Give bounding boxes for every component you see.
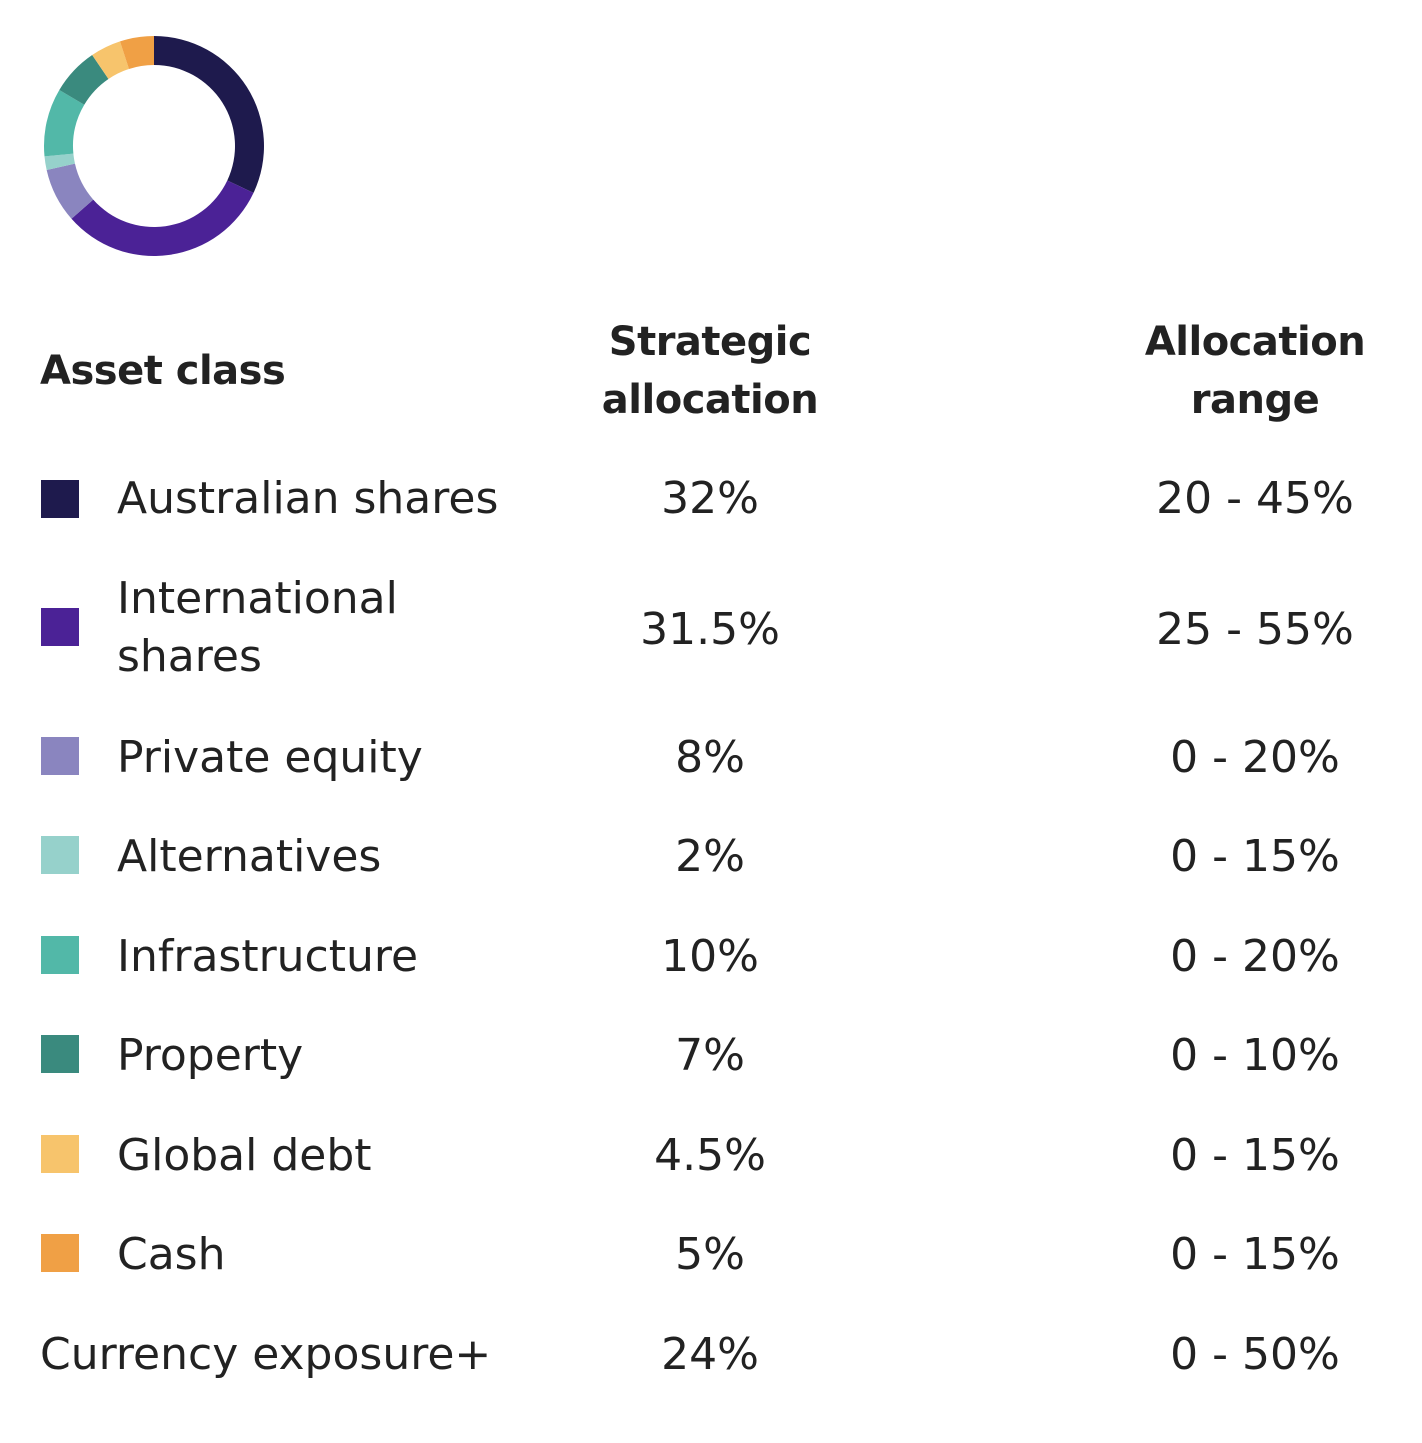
range-value: 25 - 55% xyxy=(1156,604,1354,655)
asset-label: Property xyxy=(117,1030,304,1081)
strategic-value: 7% xyxy=(675,1030,745,1081)
range-value: 20 - 45% xyxy=(1156,473,1354,524)
legend-swatch xyxy=(41,1234,79,1272)
header-strategic-line1: Strategic xyxy=(608,319,812,365)
donut-slice-alternatives xyxy=(44,153,75,170)
legend-swatch xyxy=(41,936,79,974)
asset-label: Alternatives xyxy=(117,831,382,882)
donut-slice-private-equity xyxy=(46,163,94,219)
donut-slice-property xyxy=(59,55,109,105)
strategic-value: 31.5% xyxy=(640,604,780,655)
strategic-value: 5% xyxy=(675,1229,745,1280)
header-strategic-allocation: Strategic allocation xyxy=(560,313,860,429)
donut-slice-international-shares xyxy=(71,180,254,256)
header-range-line1: Allocation xyxy=(1144,319,1366,365)
range-value: 0 - 20% xyxy=(1170,931,1340,982)
asset-label: Infrastructure xyxy=(117,931,419,982)
strategic-value: 8% xyxy=(675,732,745,783)
asset-label: Private equity xyxy=(117,732,423,783)
asset-label: Cash xyxy=(117,1229,226,1280)
header-range-line2: range xyxy=(1190,377,1320,423)
asset-label-line2: shares xyxy=(117,631,262,682)
asset-label-line1: International xyxy=(117,573,398,624)
donut-slice-global-debt xyxy=(92,41,129,80)
legend-swatch xyxy=(41,1035,79,1073)
range-value: 0 - 50% xyxy=(1170,1329,1340,1380)
legend-swatch xyxy=(41,608,79,646)
allocation-donut-chart xyxy=(44,36,264,256)
range-value: 0 - 10% xyxy=(1170,1030,1340,1081)
strategic-value: 10% xyxy=(661,931,759,982)
strategic-value: 2% xyxy=(675,831,745,882)
donut-slice-cash xyxy=(120,36,154,69)
legend-swatch xyxy=(41,836,79,874)
asset-label: Global debt xyxy=(117,1130,372,1181)
legend-swatch xyxy=(41,1135,79,1173)
range-value: 0 - 15% xyxy=(1170,1229,1340,1280)
asset-label: Australian shares xyxy=(117,473,499,524)
strategic-value: 24% xyxy=(661,1329,759,1380)
asset-label: International shares xyxy=(117,570,547,686)
donut-slice-australian-shares xyxy=(154,36,264,193)
header-strategic-line2: allocation xyxy=(601,377,819,423)
legend-swatch xyxy=(41,737,79,775)
strategic-value: 32% xyxy=(661,473,759,524)
range-value: 0 - 15% xyxy=(1170,831,1340,882)
strategic-value: 4.5% xyxy=(654,1130,766,1181)
header-allocation-range: Allocation range xyxy=(1105,313,1405,429)
header-asset-class: Asset class xyxy=(40,348,286,394)
currency-exposure-label: Currency exposure+ xyxy=(40,1329,492,1380)
donut-slice-infrastructure xyxy=(44,90,85,157)
range-value: 0 - 20% xyxy=(1170,732,1340,783)
range-value: 0 - 15% xyxy=(1170,1130,1340,1181)
legend-swatch xyxy=(41,480,79,518)
